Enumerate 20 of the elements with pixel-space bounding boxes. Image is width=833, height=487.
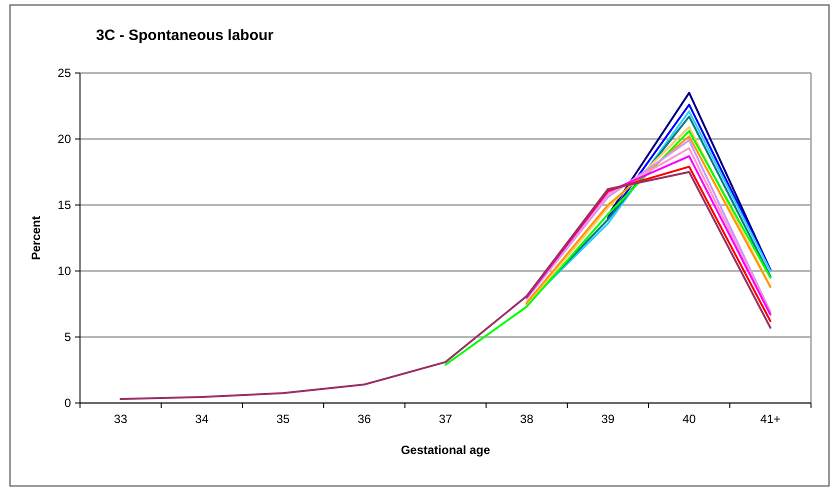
x-tick-label: 40 [682, 412, 696, 426]
line-series [444, 130, 772, 366]
y-tick-label: 0 [64, 396, 72, 410]
y-tick-label: 10 [58, 264, 72, 278]
x-axis-title: Gestational age [400, 443, 490, 457]
x-tick-label: 38 [520, 412, 534, 426]
x-tick-label: 34 [195, 412, 209, 426]
x-tick-label: 37 [438, 412, 452, 426]
y-tick-label: 20 [58, 132, 72, 146]
x-tick-label: 36 [358, 412, 372, 426]
line-series [120, 171, 772, 400]
y-tick-label: 15 [58, 198, 72, 212]
x-tick-label: 35 [276, 412, 290, 426]
x-tick-label: 33 [114, 412, 128, 426]
x-tick-label: 41+ [760, 412, 781, 426]
y-axis-title: Percent [29, 216, 43, 260]
y-tick-label: 5 [64, 330, 72, 344]
y-tick-label: 25 [58, 66, 72, 80]
x-tick-label: 39 [601, 412, 615, 426]
chart-title: 3C - Spontaneous labour [96, 27, 274, 44]
